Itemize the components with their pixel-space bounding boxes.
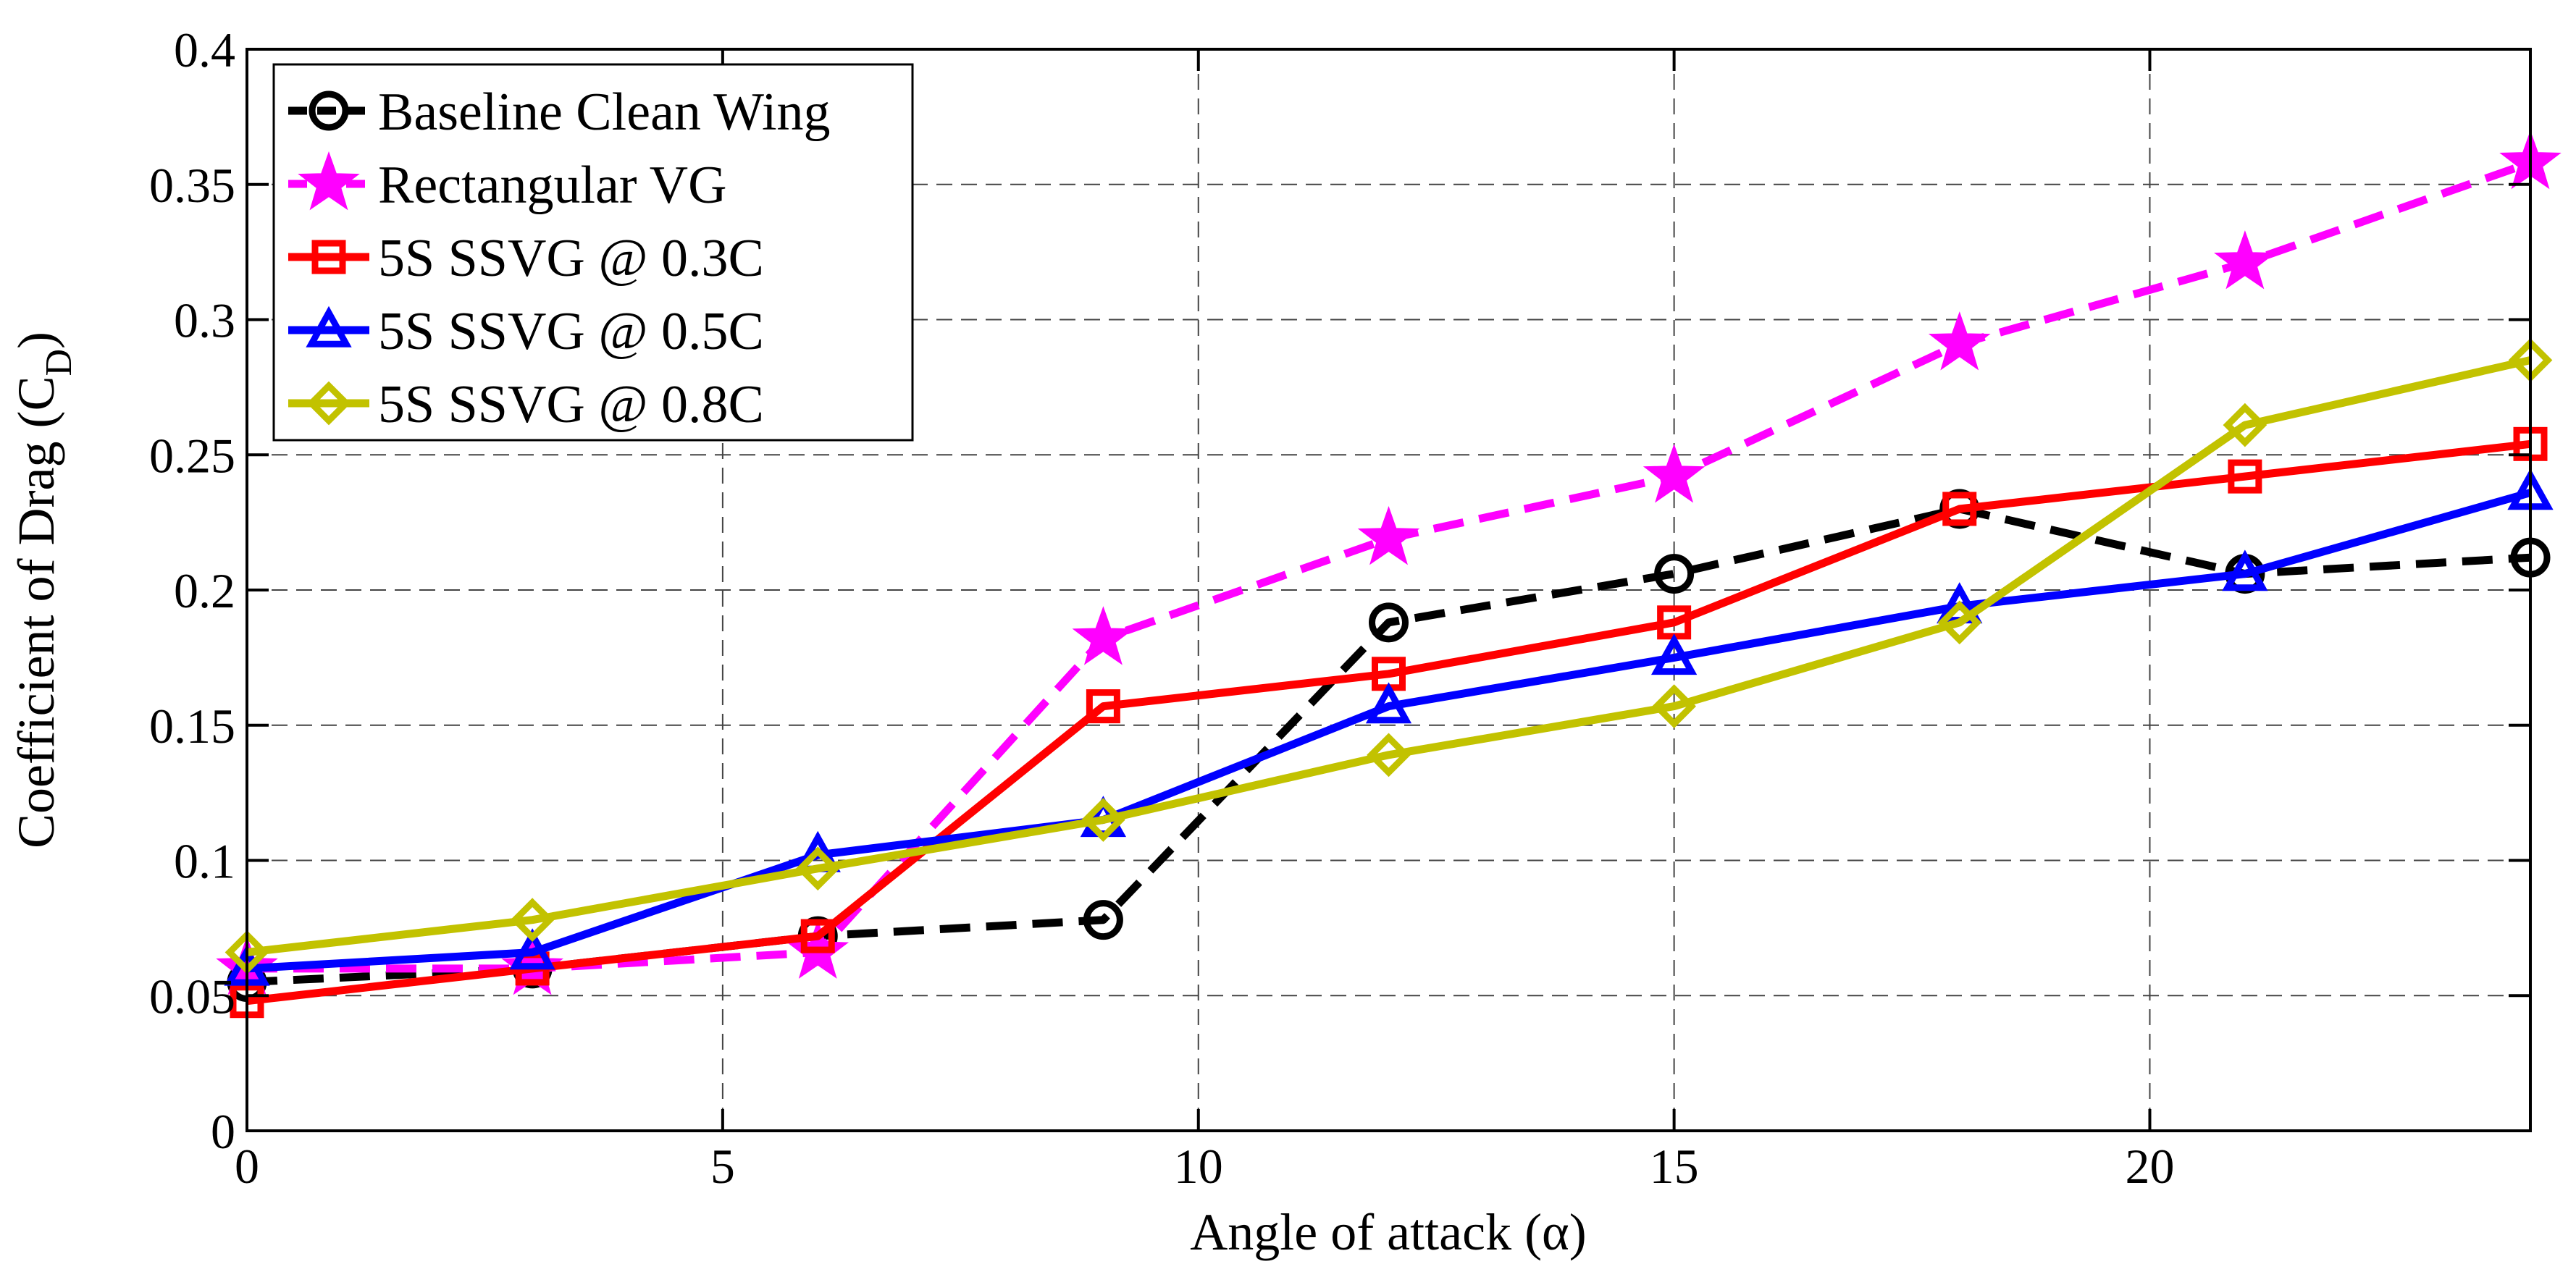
legend-label: Rectangular VG bbox=[378, 156, 727, 215]
x-tick-label: 0 bbox=[235, 1139, 259, 1194]
x-tick-label: 10 bbox=[1174, 1139, 1223, 1194]
y-axis-label-subscript: D bbox=[38, 349, 80, 376]
x-tick-label: 20 bbox=[2126, 1139, 2175, 1194]
data-point bbox=[1942, 492, 1977, 526]
data-point bbox=[1652, 684, 1696, 728]
data-point bbox=[1650, 633, 1698, 675]
data-point bbox=[1365, 682, 1412, 724]
legend-box bbox=[272, 63, 914, 442]
data-point bbox=[2214, 230, 2276, 290]
data-point bbox=[510, 898, 555, 943]
legend-entry: Baseline Clean Wing bbox=[288, 83, 831, 142]
data-point bbox=[795, 846, 840, 891]
data-point bbox=[1928, 311, 1991, 371]
y-axis-label: Coefficient of Drag (CD) bbox=[7, 332, 80, 848]
legend-marker bbox=[309, 90, 349, 131]
x-tick-label: 15 bbox=[1650, 1139, 1699, 1194]
y-tick-label: 0.3 bbox=[174, 293, 235, 348]
series-line bbox=[246, 489, 2532, 973]
y-axis-label-close: ) bbox=[7, 332, 65, 349]
legend-label: 5S SSVG @ 0.8C bbox=[378, 375, 764, 434]
legend-entry: 5S SSVG @ 0.3C bbox=[288, 229, 764, 288]
legend: Baseline Clean Wing Rectangular VG 5S SSVG… bbox=[272, 63, 914, 442]
data-point bbox=[509, 928, 555, 970]
data-point bbox=[2222, 549, 2268, 591]
grid-lines bbox=[247, 49, 2530, 1131]
legend-entry: 5S SSVG @ 0.5C bbox=[288, 302, 764, 361]
data-point bbox=[1937, 600, 1982, 645]
y-tick-label: 0.25 bbox=[149, 428, 235, 483]
data-point bbox=[800, 919, 835, 953]
data-point bbox=[1357, 505, 1420, 565]
axis-ticks: 0 5 10 15 20 0 0.05 0.1 0.15 0.2 0.25 0.3 0.35 0.4 bbox=[149, 22, 2530, 1194]
data-point bbox=[1654, 554, 1695, 594]
data-point bbox=[1072, 606, 1135, 665]
legend-marker bbox=[306, 381, 351, 426]
x-axis-label: Angle of attack (α) bbox=[1190, 1203, 1587, 1261]
y-tick-label: 0.35 bbox=[149, 158, 235, 213]
y-axis-label-main: Coefficient of Drag (C bbox=[7, 376, 65, 848]
legend-entry: Rectangular VG bbox=[288, 151, 727, 215]
y-tick-label: 0.15 bbox=[149, 699, 235, 754]
y-tick-label: 0.05 bbox=[149, 969, 235, 1024]
data-point bbox=[2228, 459, 2262, 494]
series-layer bbox=[216, 130, 2562, 1019]
legend-label: 5S SSVG @ 0.3C bbox=[378, 229, 764, 288]
data-point bbox=[1086, 689, 1120, 724]
y-tick-label: 0.2 bbox=[174, 563, 235, 618]
data-point bbox=[1081, 798, 1125, 842]
legend-entry: 5S SSVG @ 0.8C bbox=[288, 375, 764, 434]
data-point bbox=[1369, 602, 1409, 643]
x-tick-label: 5 bbox=[710, 1139, 735, 1194]
y-tick-label: 0 bbox=[211, 1104, 235, 1159]
data-point bbox=[1367, 733, 1411, 778]
y-tick-label: 0.1 bbox=[174, 834, 235, 889]
data-point bbox=[1642, 444, 1706, 503]
legend-label: 5S SSVG @ 0.5C bbox=[378, 302, 764, 361]
y-tick-label: 0.4 bbox=[174, 22, 235, 77]
data-point bbox=[1083, 900, 1123, 940]
legend-label: Baseline Clean Wing bbox=[378, 83, 831, 142]
series-line bbox=[246, 356, 2532, 956]
data-point bbox=[2223, 403, 2267, 447]
legend-marker bbox=[298, 151, 360, 211]
legend-marker bbox=[306, 306, 352, 347]
legend-marker bbox=[311, 240, 346, 274]
